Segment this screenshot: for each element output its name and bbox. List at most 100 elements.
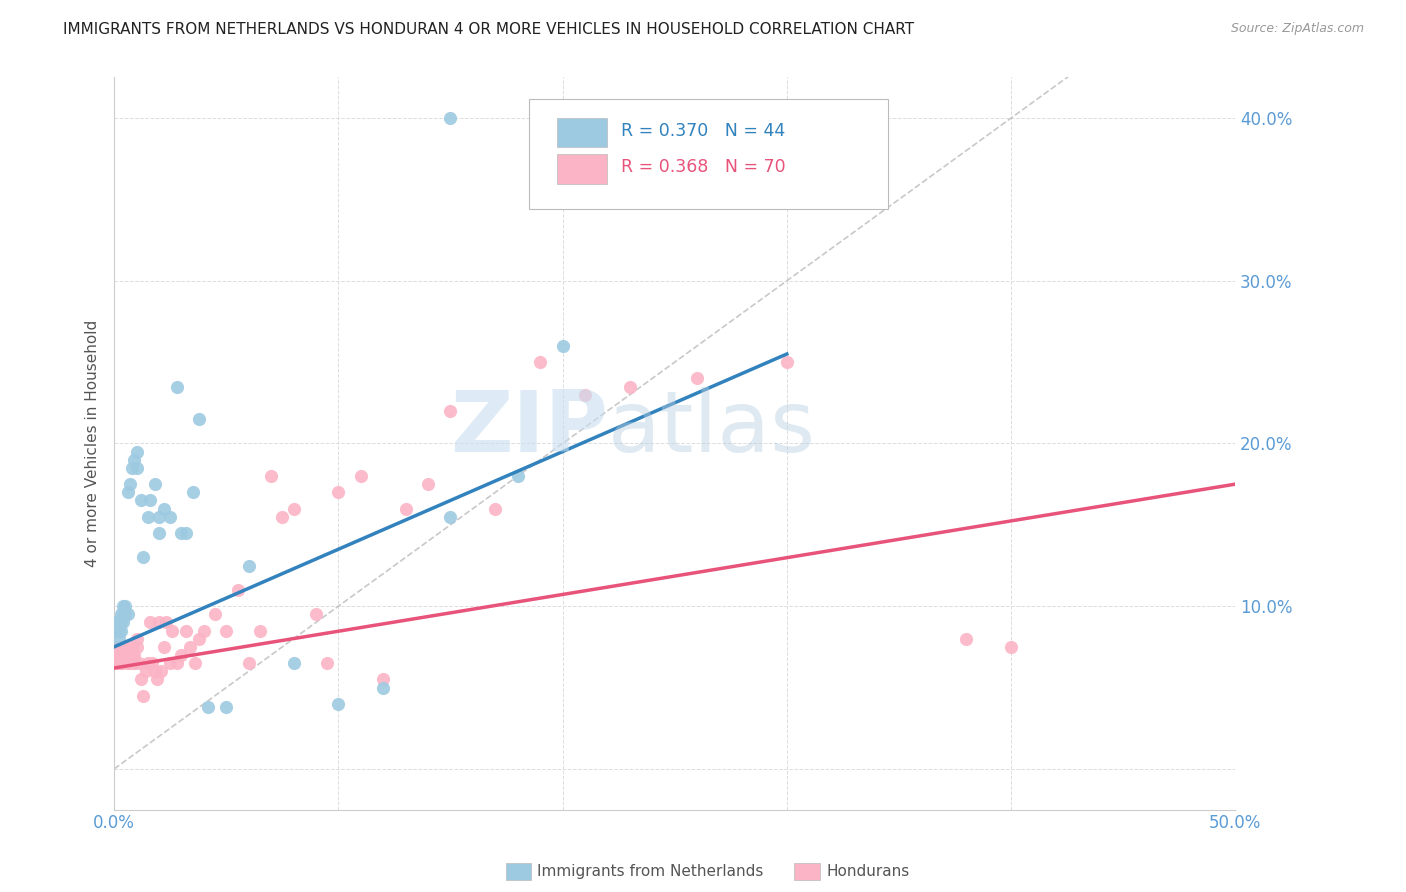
Point <box>107 632 129 646</box>
Text: atlas: atlas <box>607 387 815 470</box>
Point <box>107 648 129 662</box>
FancyBboxPatch shape <box>529 99 887 210</box>
Point <box>159 656 181 670</box>
Point <box>121 461 143 475</box>
Point <box>776 355 799 369</box>
Point <box>110 648 132 662</box>
Point <box>112 640 135 654</box>
Point <box>112 599 135 614</box>
Point <box>529 355 551 369</box>
Point <box>249 624 271 638</box>
Point <box>226 582 249 597</box>
Point <box>439 509 461 524</box>
Point <box>619 379 641 393</box>
Point <box>112 607 135 622</box>
Point <box>118 648 141 662</box>
Point <box>574 387 596 401</box>
Point <box>114 640 136 654</box>
Point <box>162 624 184 638</box>
Point <box>439 404 461 418</box>
Point <box>110 640 132 654</box>
Point <box>170 525 193 540</box>
Point <box>105 648 128 662</box>
Point <box>260 469 283 483</box>
Point <box>166 379 188 393</box>
Point <box>1000 640 1022 654</box>
Point <box>110 607 132 622</box>
Point <box>283 656 305 670</box>
Point <box>204 607 226 622</box>
Point <box>107 615 129 630</box>
Point <box>117 656 139 670</box>
Point <box>105 624 128 638</box>
Point <box>118 477 141 491</box>
Text: R = 0.368   N = 70: R = 0.368 N = 70 <box>621 159 786 177</box>
Point <box>150 665 173 679</box>
Point <box>316 656 339 670</box>
Text: IMMIGRANTS FROM NETHERLANDS VS HONDURAN 4 OR MORE VEHICLES IN HOUSEHOLD CORRELAT: IMMIGRANTS FROM NETHERLANDS VS HONDURAN … <box>63 22 914 37</box>
Point <box>350 469 373 483</box>
Text: R = 0.370   N = 44: R = 0.370 N = 44 <box>621 122 785 140</box>
Point <box>184 656 207 670</box>
Point <box>152 640 174 654</box>
Point <box>110 656 132 670</box>
Point <box>416 477 439 491</box>
Point <box>373 673 395 687</box>
Text: ZIP: ZIP <box>450 387 607 470</box>
Point <box>105 656 128 670</box>
Point <box>105 615 128 630</box>
Point <box>110 615 132 630</box>
Point <box>112 648 135 662</box>
Point <box>174 525 197 540</box>
Point <box>128 656 150 670</box>
Point <box>112 615 135 630</box>
Point <box>107 624 129 638</box>
Y-axis label: 4 or more Vehicles in Household: 4 or more Vehicles in Household <box>86 320 100 567</box>
Point <box>107 656 129 670</box>
Point <box>238 558 260 573</box>
Point <box>955 632 977 646</box>
Point <box>141 656 163 670</box>
Point <box>551 339 574 353</box>
Point <box>188 632 211 646</box>
Point <box>118 656 141 670</box>
Text: Source: ZipAtlas.com: Source: ZipAtlas.com <box>1230 22 1364 36</box>
Point <box>124 648 146 662</box>
FancyBboxPatch shape <box>557 154 607 184</box>
Point <box>132 689 155 703</box>
Point <box>125 461 148 475</box>
Point <box>114 648 136 662</box>
Point <box>125 444 148 458</box>
Point <box>121 648 143 662</box>
Point <box>107 640 129 654</box>
Point <box>136 656 159 670</box>
Text: Immigrants from Netherlands: Immigrants from Netherlands <box>537 864 763 879</box>
Point <box>117 607 139 622</box>
Point <box>143 665 166 679</box>
Point <box>117 485 139 500</box>
Point <box>125 640 148 654</box>
Point <box>148 509 170 524</box>
Point <box>193 624 215 638</box>
Point <box>328 697 350 711</box>
Point <box>686 371 709 385</box>
Point <box>136 509 159 524</box>
Point <box>188 412 211 426</box>
Point <box>179 640 201 654</box>
Point <box>215 624 238 638</box>
Point <box>139 493 162 508</box>
Point <box>155 615 177 630</box>
Point <box>114 599 136 614</box>
Point <box>373 681 395 695</box>
Point <box>143 477 166 491</box>
Point <box>181 485 204 500</box>
Point <box>271 509 294 524</box>
Point <box>159 509 181 524</box>
Point <box>166 656 188 670</box>
Point <box>135 665 157 679</box>
Point <box>129 493 152 508</box>
Point <box>148 615 170 630</box>
Point <box>125 632 148 646</box>
Point <box>105 640 128 654</box>
Text: Hondurans: Hondurans <box>827 864 910 879</box>
